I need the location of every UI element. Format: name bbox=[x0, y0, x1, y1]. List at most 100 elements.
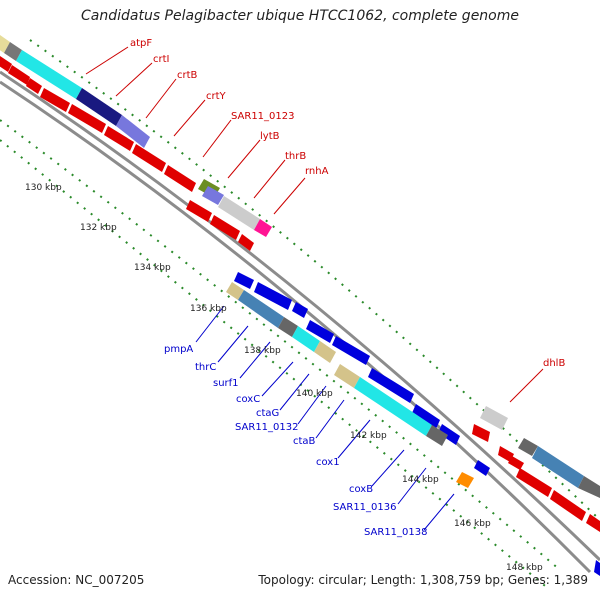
leader-line bbox=[261, 361, 294, 397]
topology-text: Topology: circular; Length: 1,308,759 bp… bbox=[258, 573, 588, 587]
gene-box bbox=[532, 446, 584, 488]
kbp-scale-labels: 130 kbp 132 kbp 134 kbp 136 kbp 138 kbp … bbox=[25, 183, 543, 573]
gene-arrow-reverse bbox=[412, 404, 440, 429]
lower-gene-labels: pmpA thrC surf1 coxC ctaG SAR11_0132 cta… bbox=[164, 344, 428, 538]
gene-label: thrC bbox=[195, 362, 216, 373]
leader-line bbox=[145, 78, 177, 119]
gene-arrow-reverse bbox=[474, 460, 490, 476]
gene-arrow-forward bbox=[210, 215, 240, 240]
gene-box bbox=[254, 219, 272, 237]
cog-track-upper bbox=[0, 35, 272, 237]
leader-line bbox=[195, 305, 225, 343]
gene-label: lytB bbox=[260, 131, 280, 142]
leader-line bbox=[297, 385, 327, 425]
gene-box bbox=[480, 406, 508, 430]
lower-leader-lines bbox=[195, 305, 455, 531]
kbp-label: 132 kbp bbox=[80, 223, 117, 233]
gene-box bbox=[578, 476, 600, 498]
gene-label: thrB bbox=[285, 151, 306, 162]
leader-line bbox=[509, 368, 544, 403]
gene-box bbox=[218, 196, 260, 230]
kbp-label: 138 kbp bbox=[244, 346, 281, 356]
kbp-label: 144 kbp bbox=[402, 475, 439, 485]
gene-label: rnhA bbox=[305, 166, 329, 177]
gene-box bbox=[518, 438, 538, 456]
gene-arrow-reverse bbox=[332, 336, 370, 365]
leader-line bbox=[371, 449, 405, 487]
leader-line bbox=[227, 139, 261, 179]
gene-arrow-forward bbox=[68, 104, 106, 133]
map-title: Candidatus Pelagibacter ubique HTCC1062,… bbox=[80, 8, 519, 24]
leader-line bbox=[253, 159, 286, 199]
kbp-label: 140 kbp bbox=[296, 389, 333, 399]
gene-box bbox=[278, 317, 298, 337]
cog-track-lower bbox=[226, 282, 600, 498]
dot-track-outer bbox=[29, 39, 600, 521]
gene-arrow-forward bbox=[40, 88, 70, 112]
gc-dot-tracks bbox=[0, 39, 600, 591]
reverse-genes bbox=[234, 272, 600, 576]
backbone bbox=[0, 70, 600, 574]
upper-gene-labels: atpF crtI crtB crtY SAR11_0123 lytB thrB… bbox=[130, 38, 565, 369]
gene-arrow-forward bbox=[508, 456, 524, 470]
gene-arrow-reverse bbox=[234, 272, 254, 289]
gene-box bbox=[76, 88, 122, 126]
gene-box bbox=[292, 326, 320, 352]
dot-track-mid bbox=[0, 119, 561, 571]
gene-box bbox=[238, 290, 284, 328]
gene-label: crtI bbox=[153, 54, 169, 65]
gene-label: dhlB bbox=[543, 358, 565, 369]
gene-arrow-forward bbox=[498, 446, 514, 462]
gene-arrow-forward bbox=[186, 200, 212, 222]
gene-box bbox=[426, 425, 448, 446]
leader-line bbox=[273, 177, 306, 215]
gene-arrow-forward bbox=[238, 234, 254, 251]
leader-line bbox=[279, 373, 310, 411]
gene-arrow-reverse bbox=[438, 424, 460, 445]
leader-line bbox=[85, 46, 129, 75]
kbp-label: 134 kbp bbox=[134, 263, 171, 273]
backbone-outer bbox=[0, 70, 600, 562]
leader-line bbox=[423, 493, 455, 531]
gene-label: cox1 bbox=[316, 457, 340, 468]
gene-arrow-forward bbox=[26, 78, 42, 94]
gene-box bbox=[4, 42, 22, 61]
kbp-label: 148 kbp bbox=[506, 563, 543, 573]
gene-arrow-forward bbox=[8, 65, 30, 85]
kbp-label: 142 kbp bbox=[350, 431, 387, 441]
upper-leader-lines bbox=[85, 46, 544, 403]
gene-arrow-forward bbox=[104, 126, 134, 151]
gene-box bbox=[202, 186, 224, 205]
gene-box bbox=[0, 35, 10, 53]
gene-arrow-reverse bbox=[292, 302, 308, 318]
gene-arrow-forward bbox=[516, 468, 552, 497]
gene-box bbox=[456, 472, 474, 488]
leader-line bbox=[239, 341, 271, 379]
leader-line bbox=[115, 62, 153, 97]
gene-label: crtY bbox=[206, 91, 227, 102]
gene-label: SAR11_0138 bbox=[364, 527, 428, 538]
gene-box bbox=[116, 115, 150, 148]
gene-label: surf1 bbox=[213, 378, 239, 389]
gene-box bbox=[226, 282, 244, 300]
kbp-label: 130 kbp bbox=[25, 183, 62, 193]
gene-arrow-forward bbox=[586, 514, 600, 532]
gene-arrow-forward bbox=[132, 144, 166, 172]
kbp-label: 146 kbp bbox=[454, 519, 491, 529]
gene-box bbox=[334, 364, 360, 388]
gene-label: coxC bbox=[236, 394, 260, 405]
gene-arrow-forward bbox=[0, 56, 12, 72]
gene-arrow-reverse bbox=[254, 282, 292, 310]
gene-label: crtB bbox=[177, 70, 198, 81]
gene-box bbox=[16, 50, 82, 99]
gene-arrow-forward bbox=[550, 490, 586, 521]
gene-label: atpF bbox=[130, 38, 152, 49]
gene-label: coxB bbox=[349, 484, 373, 495]
gene-arrow-reverse bbox=[594, 560, 600, 576]
gene-label: pmpA bbox=[164, 344, 193, 355]
forward-genes bbox=[0, 56, 600, 532]
leader-line bbox=[337, 419, 371, 459]
gene-arrow-reverse bbox=[368, 368, 414, 403]
gene-label: SAR11_0123 bbox=[231, 111, 295, 122]
